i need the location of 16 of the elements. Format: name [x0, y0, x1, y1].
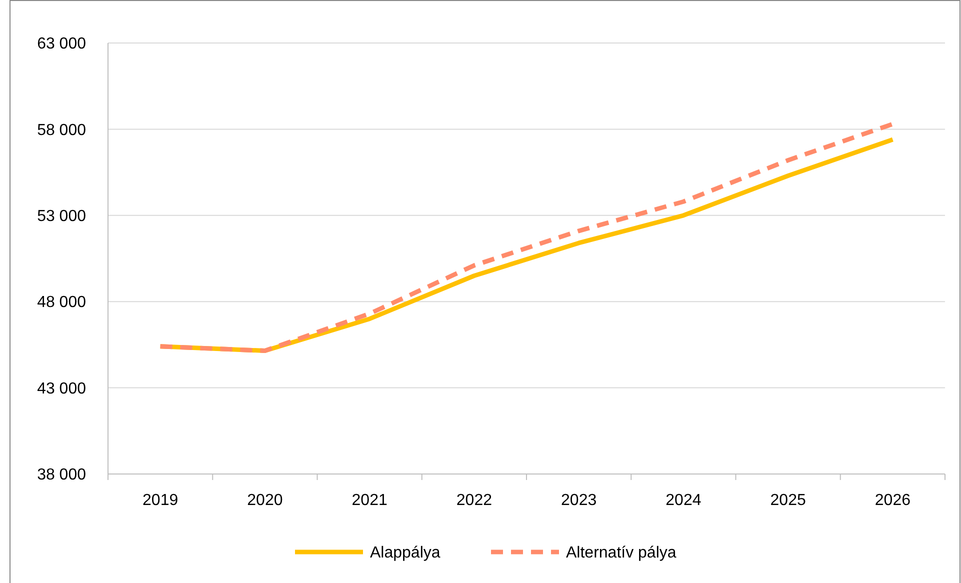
y-tick-label: 53 000 — [37, 208, 86, 225]
x-tick-label: 2025 — [770, 492, 806, 509]
legend-label: Alternatív pálya — [566, 544, 676, 562]
x-tick-label: 2023 — [561, 492, 597, 509]
y-tick-label: 63 000 — [37, 36, 86, 53]
y-tick-label: 58 000 — [37, 122, 86, 139]
x-tick-label: 2026 — [874, 492, 911, 509]
x-tick-label: 2022 — [456, 492, 492, 509]
y-tick-label: 38 000 — [37, 466, 86, 484]
y-tick-label: 48 000 — [37, 294, 86, 312]
y-tick-label: 43 000 — [37, 380, 86, 398]
x-tick-label: 2024 — [666, 492, 702, 509]
x-tick-label: 2019 — [142, 492, 178, 509]
x-tick-label: 2020 — [247, 492, 283, 509]
x-tick-label: 2021 — [352, 492, 388, 509]
legend-label: Alappálya — [370, 544, 440, 562]
